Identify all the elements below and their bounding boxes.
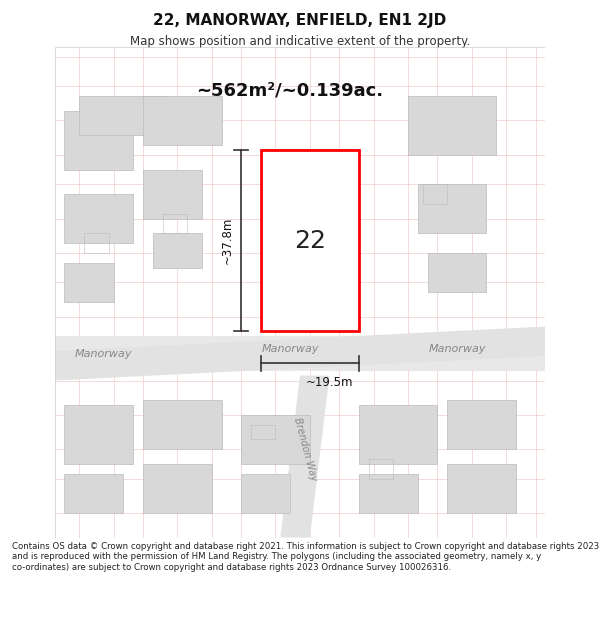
Text: 22, MANORWAY, ENFIELD, EN1 2JD: 22, MANORWAY, ENFIELD, EN1 2JD [154, 13, 446, 28]
Bar [418, 184, 487, 233]
Text: ~37.8m: ~37.8m [221, 217, 234, 264]
Text: Manorway: Manorway [75, 349, 133, 359]
Bar [163, 214, 187, 233]
Text: Manorway: Manorway [262, 344, 319, 354]
Bar [261, 150, 359, 331]
Bar [251, 424, 275, 439]
Bar [143, 169, 202, 219]
Bar [143, 464, 212, 513]
Bar [64, 111, 133, 169]
Bar [79, 96, 167, 135]
Bar [143, 400, 221, 449]
Bar [64, 262, 113, 302]
Bar [55, 336, 545, 371]
Bar [359, 474, 418, 513]
Bar [64, 194, 133, 243]
Bar [241, 415, 310, 464]
Bar [64, 474, 124, 513]
Bar [241, 474, 290, 513]
Text: Map shows position and indicative extent of the property.: Map shows position and indicative extent… [130, 35, 470, 48]
Text: 22: 22 [294, 229, 326, 253]
Bar [143, 96, 221, 145]
Text: Contains OS data © Crown copyright and database right 2021. This information is : Contains OS data © Crown copyright and d… [12, 542, 599, 572]
Bar [359, 405, 437, 464]
Bar [408, 96, 496, 155]
Bar [64, 405, 133, 464]
Bar [428, 253, 487, 292]
Bar [422, 184, 447, 204]
Text: Manorway: Manorway [428, 344, 486, 354]
Bar [447, 400, 516, 449]
Bar [368, 459, 393, 479]
Text: Brendon Way: Brendon Way [292, 416, 318, 482]
Bar [447, 464, 516, 513]
Polygon shape [55, 326, 545, 381]
Bar [153, 233, 202, 268]
Polygon shape [280, 376, 329, 538]
Bar [84, 233, 109, 253]
Text: ~19.5m: ~19.5m [305, 376, 353, 389]
Text: ~562m²/~0.139ac.: ~562m²/~0.139ac. [197, 81, 384, 99]
